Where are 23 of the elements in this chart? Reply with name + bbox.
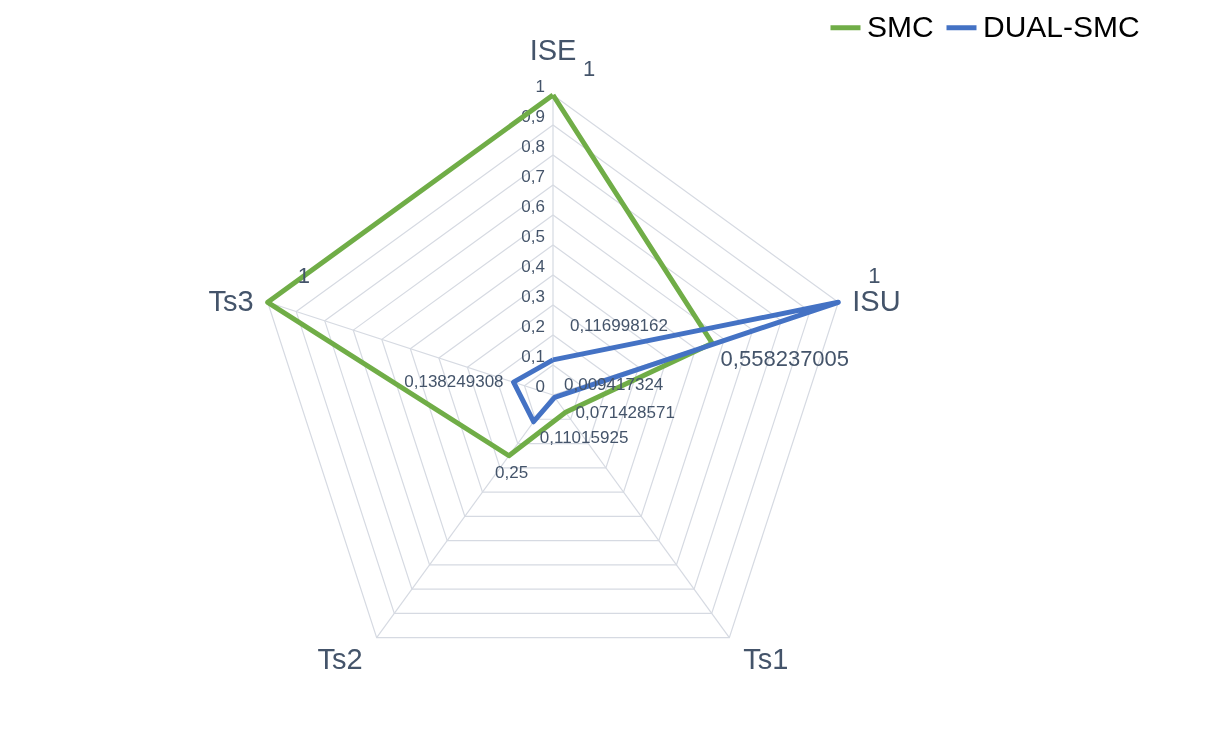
y-tick-label: 0,6: [521, 197, 545, 216]
y-tick-label: 0,4: [521, 257, 545, 276]
data-label: 1: [583, 56, 596, 81]
y-tick-label: 0,3: [521, 287, 545, 306]
y-tick-label: 0: [535, 377, 545, 396]
data-label: 0,116998162: [569, 316, 668, 336]
spoke-label: ISE: [529, 34, 577, 66]
data-label: 0,138249308: [404, 372, 504, 392]
spoke-label: Ts1: [743, 642, 789, 675]
data-label: 0,25: [495, 463, 529, 483]
legend-label: DUAL-SMC: [983, 9, 1140, 43]
y-tick-label: 0,8: [521, 137, 545, 156]
y-tick-label: 0,5: [521, 227, 545, 246]
legend-label: SMC: [867, 9, 934, 43]
y-tick-label: 1: [535, 77, 545, 96]
data-label: 0,071428571: [575, 402, 675, 422]
spoke-label: Ts2: [317, 642, 363, 675]
y-tick-label: 0,2: [521, 317, 545, 336]
y-tick-label: 0,7: [521, 167, 545, 186]
y-tick-label: 0,1: [521, 347, 545, 366]
spoke-label: Ts3: [208, 285, 254, 318]
data-label: 0,558237005: [720, 345, 850, 371]
data-label: 0,11015925: [539, 427, 629, 447]
